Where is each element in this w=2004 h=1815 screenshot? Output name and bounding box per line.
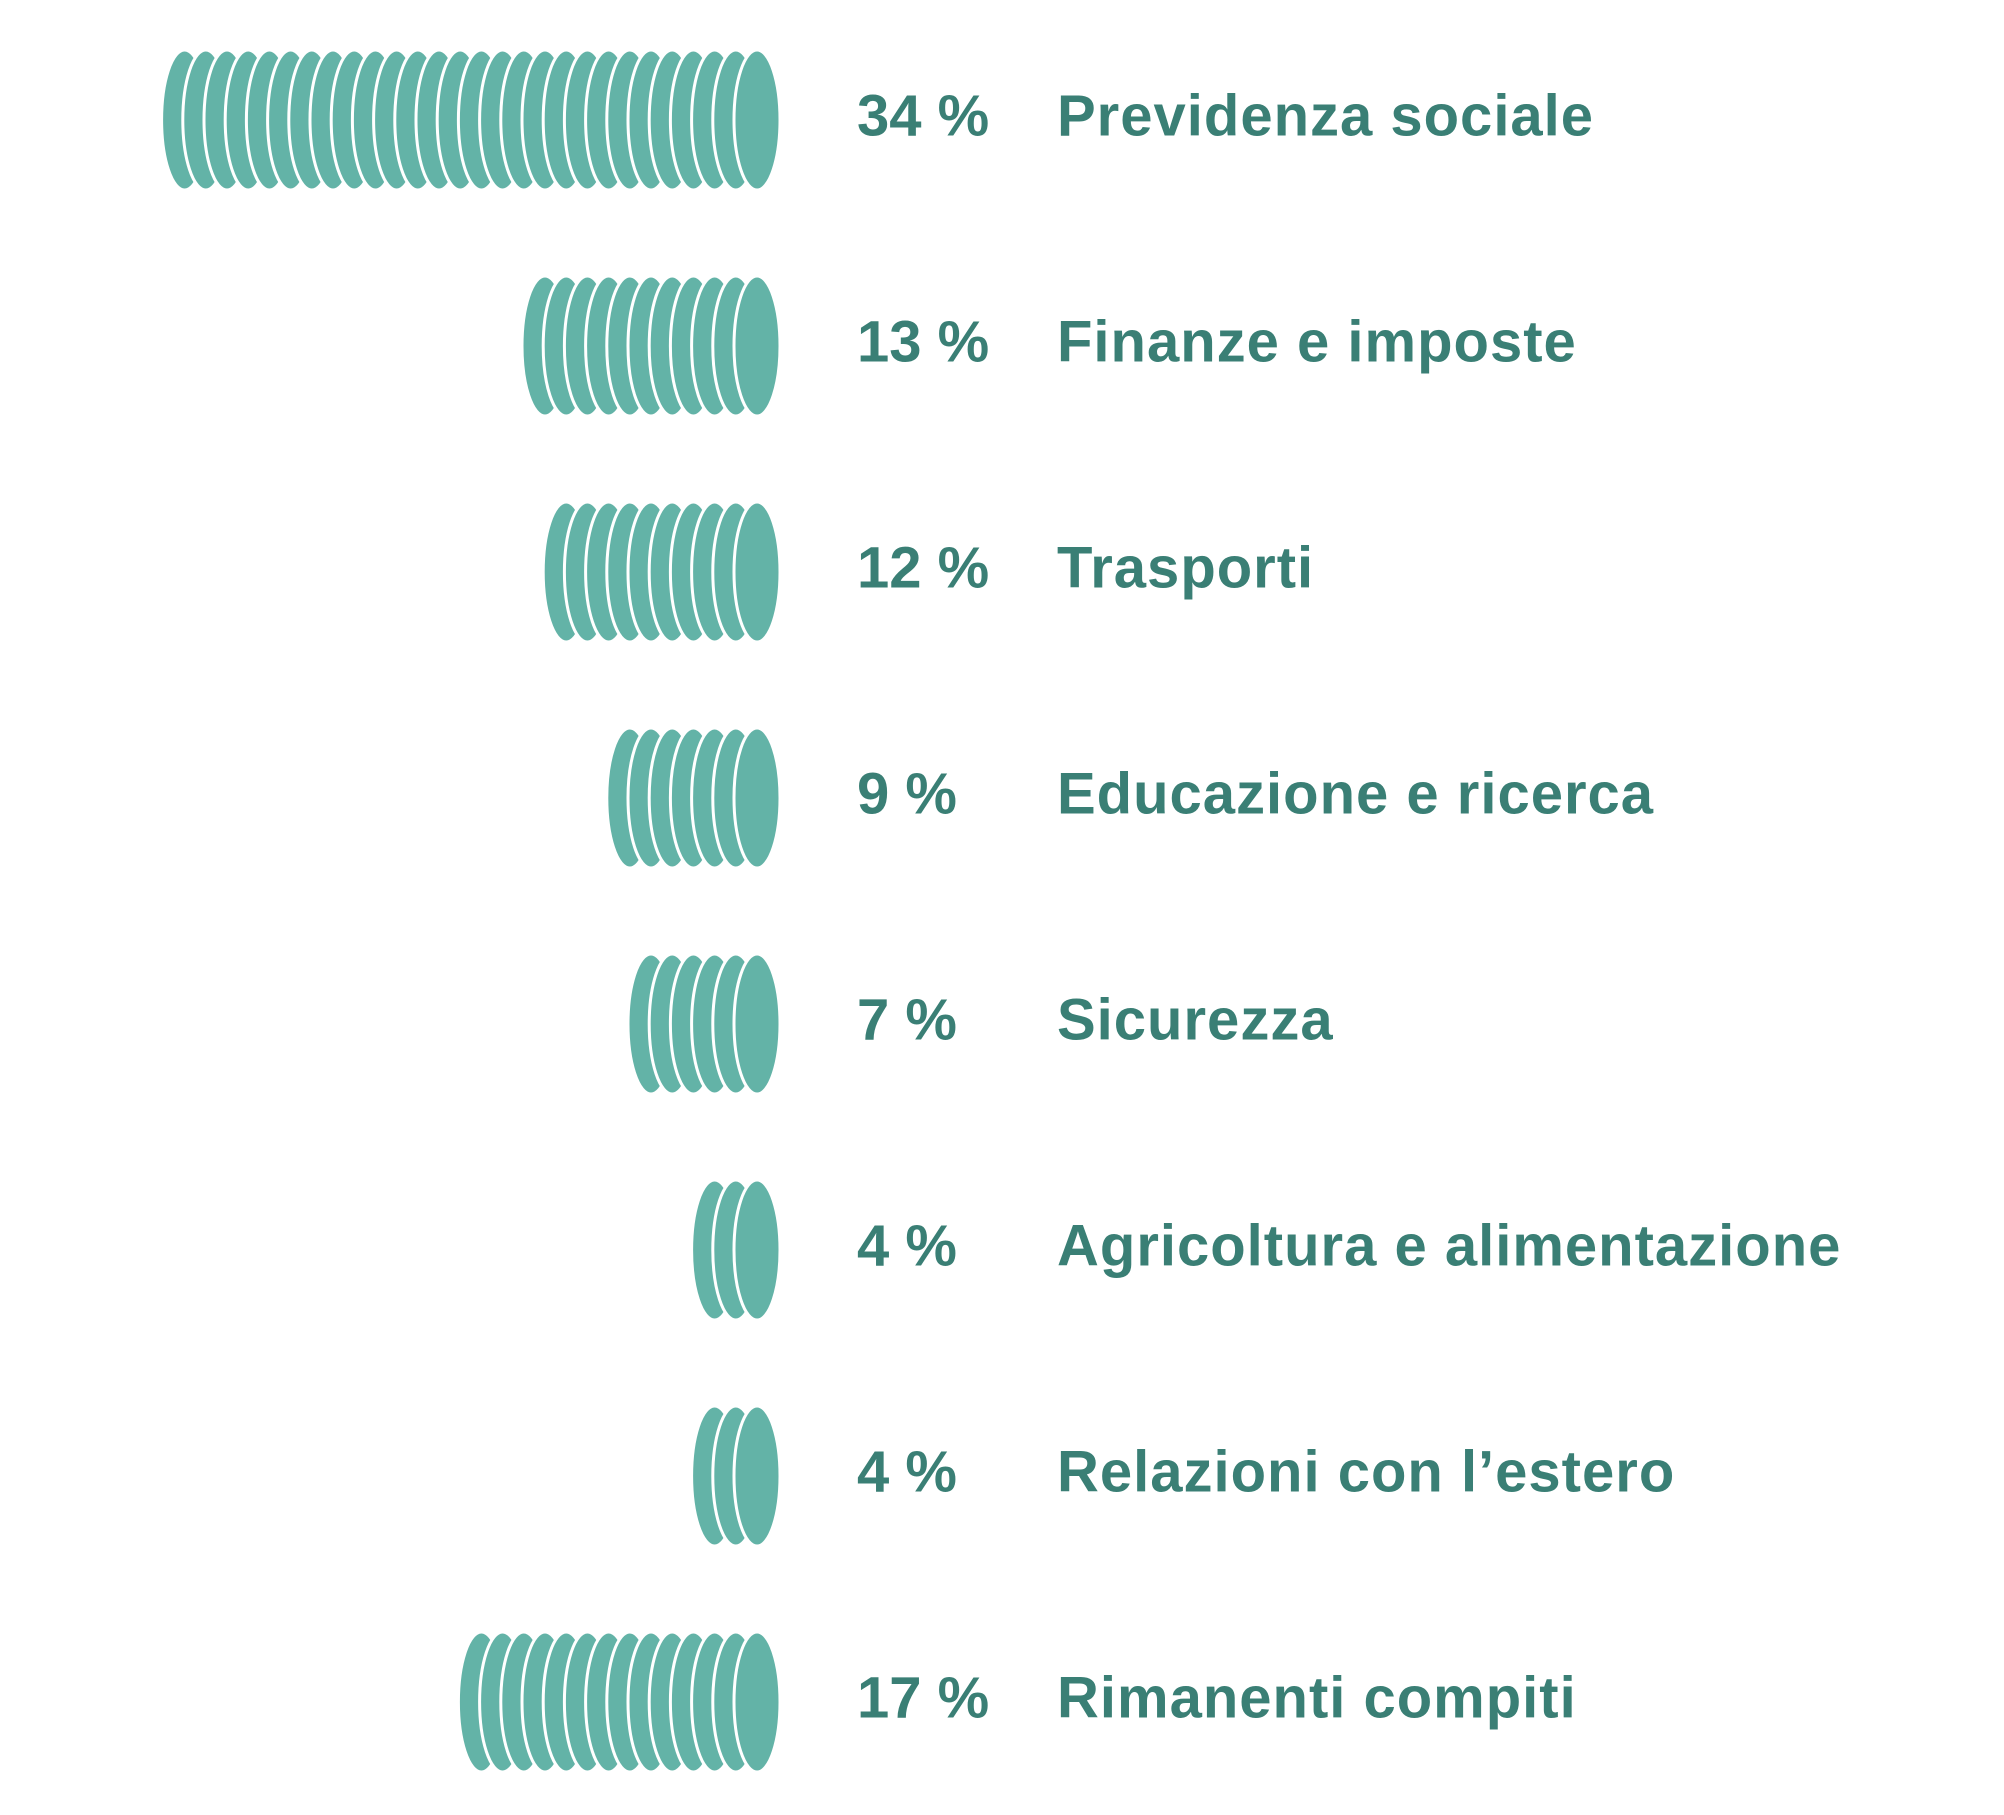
category-label: Agricoltura e alimentazione bbox=[1057, 1213, 1841, 1278]
value-label: 12 % bbox=[857, 535, 989, 600]
coin bbox=[732, 500, 782, 644]
value-label: 34 % bbox=[857, 83, 989, 148]
coin bbox=[732, 274, 782, 418]
category-label: Sicurezza bbox=[1057, 987, 1334, 1052]
category-label: Trasporti bbox=[1057, 535, 1314, 600]
value-label: 4 % bbox=[857, 1213, 957, 1278]
coin bbox=[732, 952, 782, 1096]
bar-2 bbox=[520, 274, 782, 418]
coin bbox=[732, 726, 782, 870]
category-label: Rimanenti compiti bbox=[1057, 1665, 1577, 1730]
category-label: Finanze e imposte bbox=[1057, 309, 1577, 374]
value-label: 17 % bbox=[857, 1665, 989, 1730]
coin bbox=[732, 1404, 782, 1548]
coin bbox=[732, 1630, 782, 1774]
category-label: Educazione e ricerca bbox=[1057, 761, 1654, 826]
value-label: 9 % bbox=[857, 761, 957, 826]
category-label: Previdenza sociale bbox=[1057, 83, 1594, 148]
bar-7 bbox=[690, 1404, 782, 1548]
coin bbox=[732, 48, 782, 192]
value-label: 7 % bbox=[857, 987, 957, 1052]
value-label: 13 % bbox=[857, 309, 989, 374]
bar-1 bbox=[160, 48, 782, 192]
bar-4 bbox=[605, 726, 782, 870]
bar-8 bbox=[456, 1630, 782, 1774]
value-label: 4 % bbox=[857, 1439, 957, 1504]
bar-6 bbox=[690, 1178, 782, 1322]
bar-5 bbox=[626, 952, 782, 1096]
coin bbox=[732, 1178, 782, 1322]
category-label: Relazioni con l’estero bbox=[1057, 1439, 1675, 1504]
bar-3 bbox=[541, 500, 782, 644]
